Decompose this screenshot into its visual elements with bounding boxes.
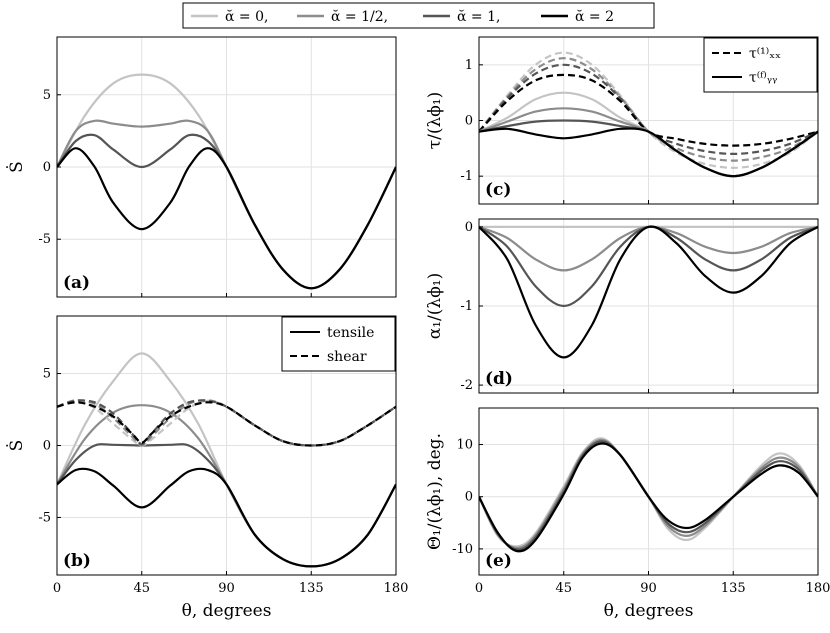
series-line-d-3 [479, 225, 818, 359]
xtick-label-e: 180 [806, 581, 830, 596]
ytick-label-c: -1 [460, 169, 473, 184]
ytick-label-c: 0 [465, 114, 473, 129]
series-line-e-3 [479, 442, 818, 553]
series-line-b-4 [57, 399, 396, 447]
y-axis-label-b: Ṡ [6, 440, 27, 452]
legend-label-alpha-1: ᾰ = 1, [457, 9, 500, 25]
xtick-label-b: 90 [218, 581, 235, 596]
ytick-label-b: 5 [43, 367, 51, 382]
legend-box-c [703, 37, 818, 93]
series-line-b-7 [57, 401, 396, 447]
legend-label-c-0: τ⁽¹⁾ₓₓ [749, 46, 781, 62]
ytick-label-c: 1 [465, 58, 473, 73]
xtick-label-b: 45 [133, 581, 150, 596]
legend-label-alpha-half: ᾰ = 1/2, [331, 9, 388, 25]
ytick-label-d: 0 [465, 220, 473, 235]
xtick-label-b: 0 [53, 581, 61, 596]
panel-a: -5 0 5 Ṡ (a) [6, 36, 397, 298]
ytick-label-b: 0 [43, 439, 51, 454]
y-axis-label-a: Ṡ [6, 161, 27, 173]
x-axis-label-b: θ, degrees [182, 601, 272, 621]
panel-label-e: (e) [485, 551, 512, 571]
xtick-label-e: 135 [721, 581, 746, 596]
ytick-label-d: -2 [460, 378, 473, 393]
ytick-label-e: -10 [452, 542, 473, 557]
panel-b: 0 45 90 135 180 -5 0 5 θ, degrees Ṡ (b) tensile shea… [6, 315, 409, 621]
y-axis-label-e: Θ₁/(λϕ₁), deg. [425, 433, 445, 550]
panel-d: -2 -1 0 α₁/(λϕ₁) (d) [425, 218, 819, 394]
xtick-label-e: 0 [475, 581, 483, 596]
legend-label-b-1: shear [327, 349, 367, 365]
xtick-label-b: 180 [384, 581, 409, 596]
panel-label-c: (c) [485, 180, 511, 200]
y-axis-label-d: α₁/(λϕ₁) [425, 273, 445, 339]
legend-label-c-1: τ⁽ᶠ⁾ᵧᵧ [749, 70, 777, 86]
x-axis-label-e: θ, degrees [604, 601, 694, 621]
ytick-label-e: 10 [456, 438, 473, 453]
ytick-label-b: -5 [38, 510, 51, 525]
panel-label-a: (a) [63, 273, 90, 293]
top-legend-box [182, 2, 655, 29]
ytick-label-a: 0 [43, 160, 51, 175]
legend-label-alpha-0: ᾰ = 0, [225, 9, 268, 25]
ytick-label-e: 0 [465, 490, 473, 505]
ytick-label-a: -5 [38, 232, 51, 247]
xtick-label-e: 90 [640, 581, 657, 596]
ytick-label-a: 5 [43, 88, 51, 103]
series-line-a-3 [57, 147, 396, 290]
xtick-label-e: 45 [555, 581, 572, 596]
panel-label-d: (d) [485, 369, 513, 389]
legend-label-alpha-2: ᾰ = 2 [575, 9, 614, 25]
top-legend: ᾰ = 0, ᾰ = 1/2, ᾰ = 1, ᾰ = 2 [182, 2, 655, 29]
series-line-b-3 [57, 467, 396, 568]
panel-label-b: (b) [63, 551, 91, 571]
y-axis-label-c: τ/(λϕ₁) [425, 92, 445, 150]
panel-c: -1 0 1 τ/(λϕ₁) (c) τ⁽¹⁾ₓₓ τ⁽ᶠ⁾ᵧᵧ [425, 36, 819, 205]
panel-e: 0 45 90 135 180 -10 0 10 θ, degrees Θ₁/(λϕ₁), deg… [425, 407, 830, 621]
legend-box-b [281, 316, 396, 372]
ytick-label-d: -1 [460, 299, 473, 314]
legend-label-b-0: tensile [327, 325, 374, 341]
series-line-c-7 [479, 127, 818, 178]
xtick-label-b: 135 [299, 581, 324, 596]
